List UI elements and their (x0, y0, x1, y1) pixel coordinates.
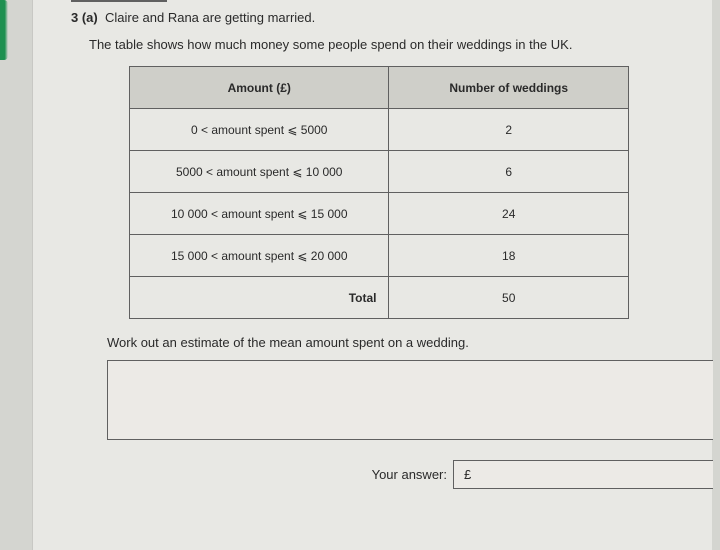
table-row: 15 000 < amount spent ⩽ 20 000 18 (130, 235, 629, 277)
column-header-count: Number of weddings (389, 67, 629, 109)
frequency-table: Amount (£) Number of weddings 0 < amount… (129, 66, 629, 319)
range-cell: 0 < amount spent ⩽ 5000 (130, 109, 389, 151)
answer-row: Your answer: £ (107, 460, 713, 489)
answer-label: Your answer: (372, 467, 447, 482)
total-value: 50 (389, 277, 629, 319)
count-cell: 2 (389, 109, 629, 151)
table-row: 5000 < amount spent ⩽ 10 000 6 (130, 151, 629, 193)
table-header-row: Amount (£) Number of weddings (130, 67, 629, 109)
total-label: Total (130, 277, 389, 319)
count-cell: 6 (389, 151, 629, 193)
table-total-row: Total 50 (130, 277, 629, 319)
header-rule (71, 0, 167, 2)
question-prompt: Claire and Rana are getting married. (105, 10, 315, 25)
table-row: 10 000 < amount spent ⩽ 15 000 24 (130, 193, 629, 235)
column-header-amount: Amount (£) (130, 67, 389, 109)
question-context: The table shows how much money some peop… (89, 37, 688, 52)
instruction-text: Work out an estimate of the mean amount … (107, 335, 688, 350)
range-cell: 10 000 < amount spent ⩽ 15 000 (130, 193, 389, 235)
range-cell: 5000 < amount spent ⩽ 10 000 (130, 151, 389, 193)
answer-input[interactable]: £ (453, 460, 713, 489)
progress-indicator (0, 0, 8, 60)
count-cell: 18 (389, 235, 629, 277)
question-number: 3 (a) (71, 10, 98, 25)
question-heading: 3 (a) Claire and Rana are getting marrie… (71, 10, 688, 25)
question-page: 3 (a) Claire and Rana are getting marrie… (32, 0, 712, 550)
working-area[interactable] (107, 360, 713, 440)
count-cell: 24 (389, 193, 629, 235)
currency-symbol: £ (464, 467, 471, 482)
range-cell: 15 000 < amount spent ⩽ 20 000 (130, 235, 389, 277)
table-row: 0 < amount spent ⩽ 5000 2 (130, 109, 629, 151)
